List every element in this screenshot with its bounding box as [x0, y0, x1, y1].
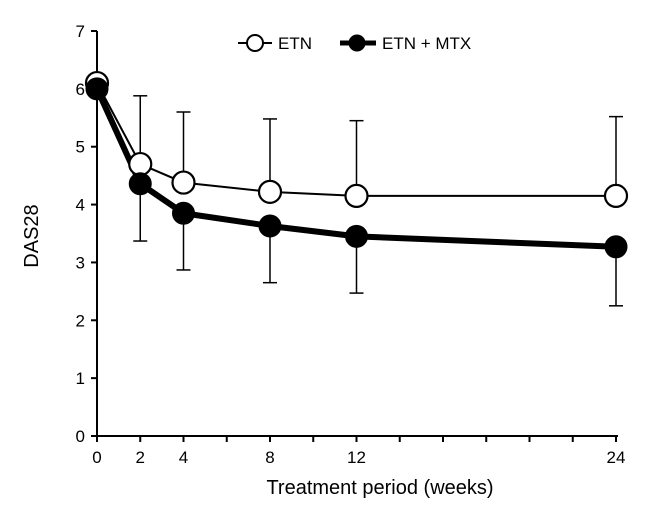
x-tick-label: 8: [265, 448, 274, 467]
etn-point: [171, 170, 196, 195]
etn-mtx-point: [604, 235, 628, 259]
x-axis-title: Treatment period (weeks): [266, 477, 493, 499]
y-tick-label: 3: [76, 253, 85, 272]
legend-etn-mtx-label: ETN + MTX: [382, 34, 471, 53]
legend-etn-mtx-marker: [348, 34, 366, 52]
series-layer: [84, 70, 629, 307]
etn-mtx-point: [128, 172, 152, 196]
y-tick-label: 4: [76, 196, 85, 215]
x-tick-label: 24: [607, 448, 626, 467]
etn-mtx-point: [85, 77, 109, 101]
y-tick-label: 7: [76, 22, 85, 41]
etn-series-line: [96, 82, 616, 197]
y-tick-label: 2: [76, 311, 85, 330]
etn-point: [344, 183, 369, 208]
x-tick-label: 0: [92, 448, 101, 467]
y-tick-label: 0: [76, 427, 85, 446]
etn-point: [257, 179, 283, 204]
legend-etn-marker: [246, 34, 264, 52]
etn-point: [603, 183, 629, 208]
etn-mtx-point: [172, 201, 195, 225]
x-tick-label: 4: [179, 448, 188, 467]
legend: ETN ETN + MTX: [238, 34, 471, 53]
x-tick-label: 2: [136, 448, 145, 467]
y-tick-label: 6: [76, 80, 85, 99]
etn-mtx-point: [345, 224, 368, 248]
etn-point: [128, 151, 153, 177]
y-axis-title: DAS28: [21, 204, 43, 267]
legend-etn-label: ETN: [278, 34, 312, 53]
y-tick-label: 1: [76, 369, 85, 388]
x-tick-label: 12: [347, 448, 366, 467]
y-tick-label: 5: [76, 138, 85, 157]
etn-mtx-point: [258, 214, 282, 238]
